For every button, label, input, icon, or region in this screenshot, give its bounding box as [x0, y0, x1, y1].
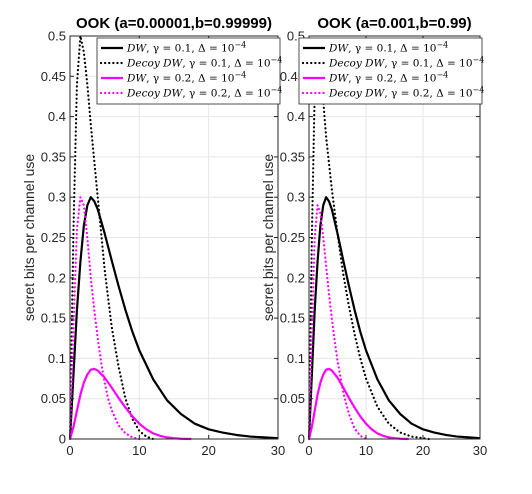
y-tick-label: 0.35	[280, 149, 305, 164]
legend-label: DW, γ = 0.1, Δ = 10−4	[126, 41, 246, 55]
series-line-1	[68, 196, 279, 440]
x-tick-label: 0	[305, 443, 312, 458]
legend-label: Decoy DW, γ = 0.1, Δ = 10−4	[328, 56, 484, 70]
y-tick-label: 0.3	[287, 190, 305, 205]
x-tick-label: 10	[359, 443, 373, 458]
legend-label: Decoy DW, γ = 0.2, Δ = 10−4	[126, 86, 282, 100]
chart-panel-1: 0 10 20 30 0 0.05 0.1 0.15 0.2 0.25 0.3 0.35 0.4 0.45…	[21, 15, 285, 458]
legend-label: DW, γ = 0.2, Δ = 10−4	[126, 71, 246, 85]
legend-label: Decoy DW, γ = 0.2, Δ = 10−4	[328, 86, 484, 100]
y-tick-label: 0.45	[41, 69, 66, 84]
y-tick-label: 0.35	[41, 149, 66, 164]
series-line-2	[68, 34, 155, 441]
y-tick-label: 0.1	[287, 351, 305, 366]
y-tick-label: 0.2	[287, 270, 305, 285]
x-tick-label: 10	[132, 443, 146, 458]
series-line-3	[68, 367, 192, 441]
y-tick-label: 0.4	[48, 109, 66, 124]
y-tick-label: 0.15	[280, 311, 305, 326]
y-tick-label: 0.05	[280, 391, 305, 406]
y-tick-label: 0.1	[48, 351, 66, 366]
legend-box	[96, 37, 281, 105]
x-tick-label: 30	[473, 443, 487, 458]
series-line-1	[307, 196, 481, 440]
y-tick-label: 0.25	[41, 230, 66, 245]
chart-title: OOK (a=0.00001,b=0.99999)	[76, 15, 272, 32]
y-tick-label: 0.2	[48, 270, 66, 285]
y-axis-label: secret bits per channel use	[260, 154, 276, 322]
y-tick-label: 0.4	[287, 109, 305, 124]
legend-label: Decoy DW, γ = 0.1, Δ = 10−4	[126, 56, 282, 70]
chart-panel-2: 0 10 20 3000.050.10.150.20.250.30.350.40.45…	[260, 15, 487, 458]
y-tick-label: 0.3	[48, 190, 66, 205]
legend-label: DW, γ = 0.1, Δ = 10−4	[328, 41, 448, 55]
y-tick-label: 0.05	[41, 391, 66, 406]
series-line-3	[307, 367, 409, 441]
y-tick-label: 0	[59, 432, 66, 447]
series-line-4	[68, 196, 141, 441]
y-axis-label: secret bits per channel use	[21, 154, 37, 322]
chart-title: OOK (a=0.001,b=0.99)	[317, 15, 471, 32]
y-tick-label: 0.5	[48, 29, 66, 44]
x-tick-label: 0	[66, 443, 73, 458]
series-line-4	[307, 204, 368, 441]
y-tick-label: 0.25	[280, 230, 305, 245]
x-tick-label: 30	[271, 443, 285, 458]
x-tick-label: 20	[416, 443, 430, 458]
y-tick-label: 0.15	[41, 311, 66, 326]
legend-label: DW, γ = 0.2, Δ = 10−4	[328, 71, 448, 85]
legend-box	[298, 37, 483, 105]
x-tick-label: 20	[201, 443, 215, 458]
y-tick-label: 0	[298, 432, 305, 447]
